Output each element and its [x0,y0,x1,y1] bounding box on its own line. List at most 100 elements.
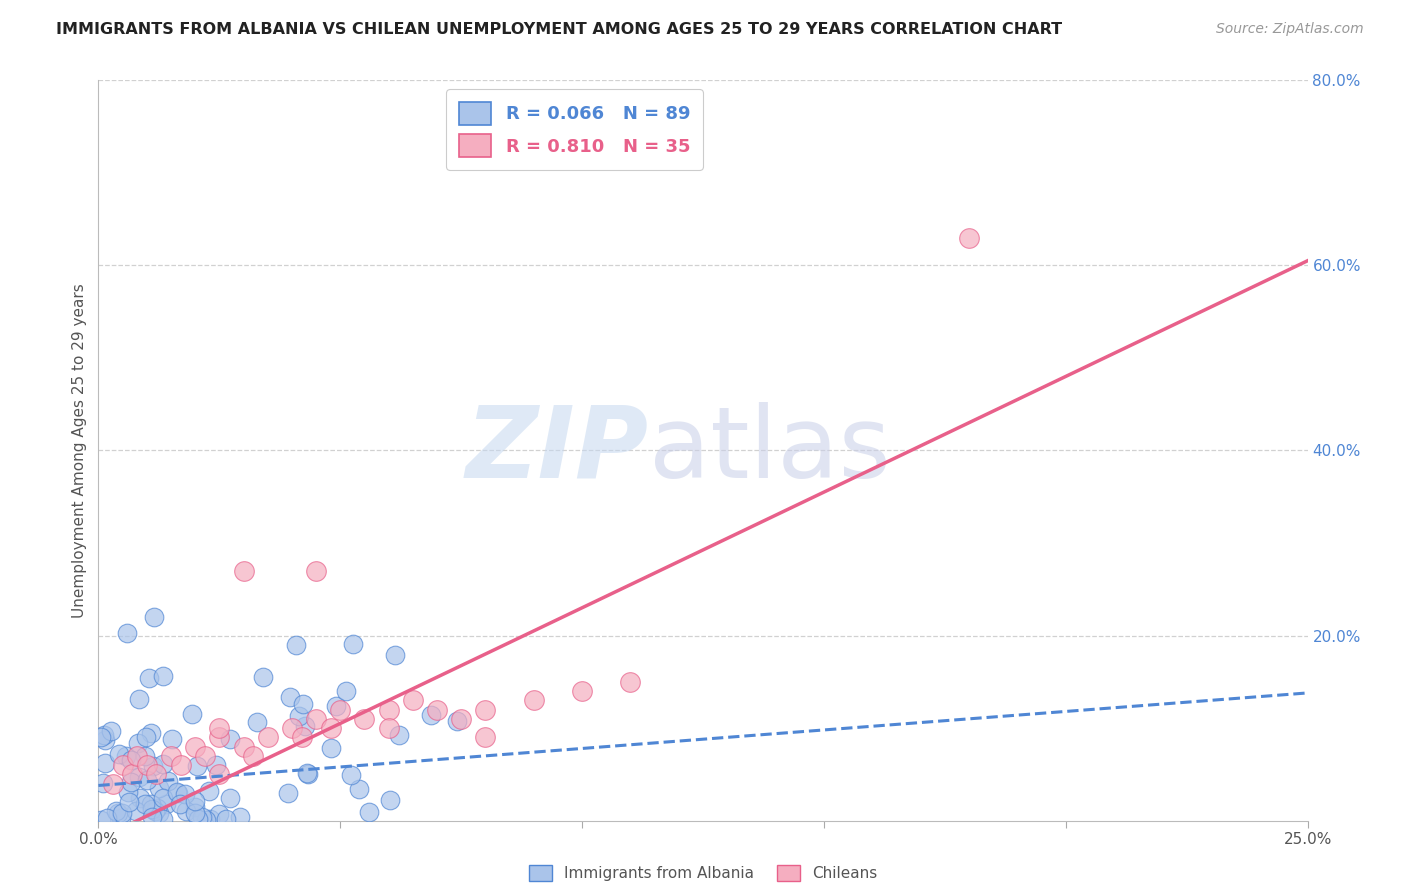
Point [139,726,162,740]
Point [619,674,641,689]
Text: IMMIGRANTS FROM ALBANIA VS CHILEAN UNEMPLOYMENT AMONG AGES 25 TO 29 YEARS CORREL: IMMIGRANTS FROM ALBANIA VS CHILEAN UNEMP… [56,22,1063,37]
Point [285,638,308,652]
Point [180,707,202,722]
Point [148,780,170,795]
Point [127,748,149,763]
Point [342,637,364,651]
Point [111,806,134,821]
Point [141,802,163,816]
Point [156,774,179,789]
Point [146,801,169,815]
Point [957,230,980,244]
Point [94,732,117,747]
Point [128,770,150,784]
Point [208,731,231,745]
Point [349,782,371,797]
Point [135,730,157,744]
Point [107,806,129,821]
Point [184,805,207,820]
Point [162,732,184,747]
Point [121,767,143,781]
Point [292,697,315,711]
Point [305,564,328,578]
Point [183,794,205,808]
Point [120,775,142,789]
Point [160,748,183,763]
Point [474,731,496,745]
Point [117,795,139,809]
Point [523,693,546,707]
Text: atlas: atlas [648,402,890,499]
Point [205,758,228,772]
Point [200,812,222,826]
Point [402,693,425,707]
Point [148,805,170,820]
Point [450,712,472,726]
Point [195,813,218,827]
Point [297,767,319,781]
Point [135,758,157,772]
Point [90,813,112,827]
Point [186,759,208,773]
Point [419,707,441,722]
Point [359,805,381,820]
Point [380,793,402,807]
Point [134,797,156,811]
Point [242,748,264,763]
Point [143,610,166,624]
Point [571,684,593,698]
Point [93,728,115,742]
Point [104,804,127,818]
Point [142,759,165,773]
Point [114,749,136,764]
Point [290,731,312,745]
Point [474,703,496,717]
Point [184,739,207,754]
Point [100,723,122,738]
Point [129,791,152,805]
Point [329,703,352,717]
Point [377,703,399,717]
Point [319,721,342,735]
Point [143,804,166,818]
Point [229,810,252,824]
Point [115,625,138,640]
Point [166,785,188,799]
Y-axis label: Unemployment Among Ages 25 to 29 years: Unemployment Among Ages 25 to 29 years [72,283,87,618]
Point [256,731,278,745]
Point [117,785,139,799]
Point [125,804,148,818]
Point [152,790,174,805]
Point [134,749,156,764]
Point [194,748,217,763]
Point [340,768,363,782]
Point [218,790,240,805]
Point [325,698,347,713]
Legend: Immigrants from Albania, Chileans: Immigrants from Albania, Chileans [523,859,883,887]
Text: Source: ZipAtlas.com: Source: ZipAtlas.com [1216,22,1364,37]
Point [128,691,150,706]
Point [232,564,254,578]
Point [198,784,221,798]
Point [111,758,134,772]
Point [96,811,118,825]
Point [446,714,468,728]
Point [353,712,375,726]
Point [120,753,142,767]
Point [335,684,357,698]
Point [297,766,319,780]
Point [155,797,177,812]
Point [388,728,411,742]
Point [219,731,242,746]
Point [145,767,167,781]
Point [277,786,299,800]
Point [110,811,132,825]
Point [208,767,231,781]
Point [94,756,117,771]
Point [191,810,214,824]
Point [141,810,163,824]
Point [321,740,343,755]
Point [183,800,205,814]
Point [208,721,231,735]
Point [187,813,209,827]
